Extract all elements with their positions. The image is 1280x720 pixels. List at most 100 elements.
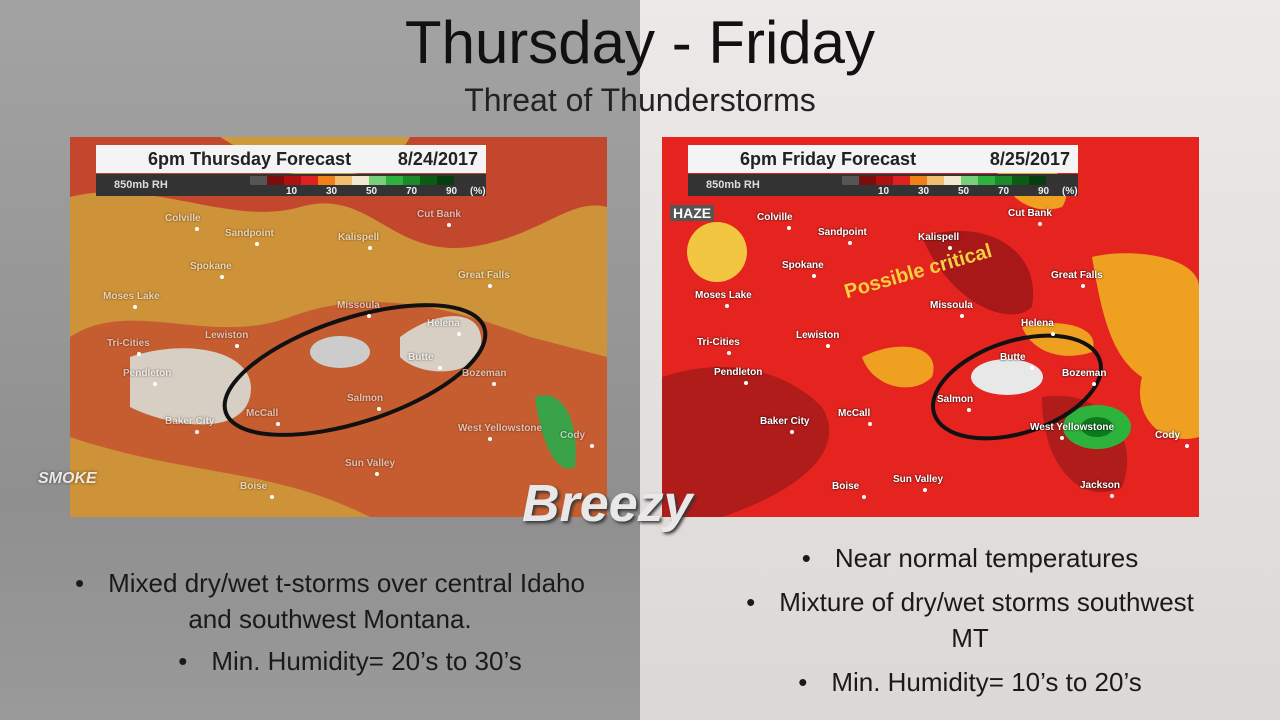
map-date: 8/25/2017: [989, 148, 1070, 169]
legend-swatch: [961, 176, 978, 185]
title: Thursday - Friday: [404, 9, 876, 76]
city-dot: [725, 304, 729, 308]
legend-swatch: [978, 176, 995, 185]
city-dot: [812, 274, 816, 278]
subtitle: Threat of Thunderstorms: [464, 82, 816, 118]
city-dot: [153, 382, 157, 386]
city-label: Salmon: [937, 394, 974, 405]
legend-swatch: [893, 176, 910, 185]
city-label: Spokane: [190, 261, 232, 272]
legend-swatch: [352, 176, 369, 185]
city-dot: [488, 437, 492, 441]
legend-swatch: [859, 176, 876, 185]
legend-swatch: [995, 176, 1012, 185]
legend-swatch: [1029, 176, 1046, 185]
legend-swatch: [420, 176, 437, 185]
map-title: 6pm Thursday Forecast: [148, 148, 352, 169]
city-label: Helena: [1021, 318, 1054, 329]
city-dot: [590, 444, 594, 448]
city-label: Jackson: [1080, 480, 1121, 491]
bullet: • Near normal temperatures: [740, 540, 1200, 576]
legend-swatch: [267, 176, 284, 185]
city-dot: [195, 430, 199, 434]
city-label: Baker City: [760, 416, 810, 427]
city-label: Tri-Cities: [697, 337, 740, 348]
legend-swatch: [1012, 176, 1029, 185]
city-label: Cut Bank: [1008, 208, 1052, 219]
city-dot: [848, 241, 852, 245]
legend-tick: 50: [366, 186, 378, 197]
legend-tick: 30: [918, 186, 930, 197]
city-dot: [457, 332, 461, 336]
city-label: Sun Valley: [893, 474, 944, 485]
city-label: Salmon: [347, 393, 384, 404]
bullet-dot: •: [75, 568, 85, 598]
city-dot: [137, 352, 141, 356]
city-dot: [790, 430, 794, 434]
bullet: • Mixture of dry/wet storms southwest MT: [740, 584, 1200, 656]
city-dot: [375, 472, 379, 476]
legend-swatch: [927, 176, 944, 185]
bullet-text: Mixed dry/wet t-storms over central Idah…: [108, 568, 585, 634]
bullet-dot: •: [746, 587, 756, 617]
legend-tick: 10: [878, 186, 890, 197]
city-dot: [1185, 444, 1189, 448]
city-dot: [967, 408, 971, 412]
city-label: Sun Valley: [345, 458, 396, 469]
city-dot: [235, 344, 239, 348]
legend-swatch: [403, 176, 420, 185]
city-dot: [195, 227, 199, 231]
city-dot: [1081, 284, 1085, 288]
city-label: Bozeman: [462, 368, 507, 379]
bullet-dot: •: [801, 543, 811, 573]
legend-swatch: [250, 176, 267, 185]
map-friday: [662, 137, 1199, 517]
city-label: Pendleton: [123, 368, 172, 379]
city-label: Cody: [560, 430, 585, 441]
haze-label: HAZE: [670, 205, 715, 221]
bullet-dot: •: [798, 667, 808, 697]
city-dot: [377, 407, 381, 411]
legend-swatch: [284, 176, 301, 185]
city-dot: [826, 344, 830, 348]
legend-tick: 70: [406, 186, 418, 197]
city-label: Missoula: [337, 300, 380, 311]
city-label: Colville: [757, 212, 793, 223]
bullet-text: Mixture of dry/wet storms southwest MT: [779, 587, 1194, 653]
bullet-text: Min. Humidity= 10’s to 20’s: [831, 667, 1142, 697]
legend-tick: 50: [958, 186, 970, 197]
legend-tick: 10: [286, 186, 298, 197]
city-dot: [1110, 494, 1114, 498]
city-dot: [960, 314, 964, 318]
city-dot: [1092, 382, 1096, 386]
city-dot: [488, 284, 492, 288]
city-label: Kalispell: [338, 232, 380, 243]
city-dot: [447, 223, 451, 227]
map-date: 8/24/2017: [397, 148, 478, 169]
map-thursday: [70, 137, 607, 517]
city-dot: [1038, 222, 1042, 226]
breezy-label: Breezy: [522, 475, 693, 533]
bullet: • Min. Humidity= 10’s to 20’s: [740, 664, 1200, 700]
city-dot: [276, 422, 280, 426]
legend-swatch: [910, 176, 927, 185]
city-label: Moses Lake: [103, 291, 160, 302]
variable: 850mb RH: [114, 179, 168, 191]
city-dot: [727, 351, 731, 355]
city-label: Butte: [408, 352, 434, 363]
map-header: 6pm Thursday Forecast 8/24/2017: [96, 145, 486, 173]
city-label: Missoula: [930, 300, 973, 311]
city-dot: [868, 422, 872, 426]
city-dot: [367, 314, 371, 318]
city-dot: [255, 242, 259, 246]
city-label: Great Falls: [458, 270, 510, 281]
bullet: • Mixed dry/wet t-storms over central Ida…: [60, 565, 600, 637]
city-dot: [1060, 436, 1064, 440]
city-label: Lewiston: [796, 330, 840, 341]
city-dot: [923, 488, 927, 492]
legend-swatch: [301, 176, 318, 185]
city-label: Helena: [427, 318, 460, 329]
city-dot: [438, 366, 442, 370]
legend-swatch: [335, 176, 352, 185]
